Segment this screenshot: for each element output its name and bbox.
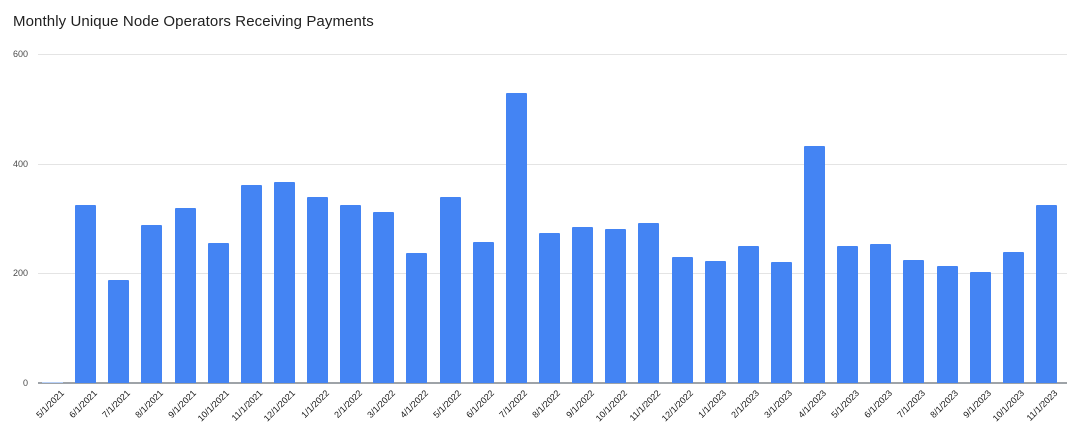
x-axis-tick-label: 7/1/2021: [100, 388, 132, 420]
bar[interactable]: [903, 260, 925, 383]
bar[interactable]: [174, 208, 196, 383]
x-axis-tick-label: 11/1/2021: [229, 388, 265, 423]
x-axis-tick-label: 4/1/2022: [398, 388, 431, 420]
bar[interactable]: [340, 205, 362, 383]
x-axis-tick-label: 12/1/2021: [262, 388, 298, 424]
y-axis-tick-label: 400: [12, 158, 28, 169]
bar[interactable]: [1035, 205, 1057, 383]
bar[interactable]: [572, 227, 594, 383]
y-axis-tick-label: 200: [12, 268, 28, 279]
x-axis-tick-label: 9/1/2021: [166, 388, 199, 420]
chart-title: Monthly Unique Node Operators Receiving …: [13, 13, 374, 30]
x-axis-tick-label: 7/1/2023: [895, 388, 927, 420]
bar[interactable]: [539, 233, 560, 383]
x-axis-line: [38, 382, 1067, 384]
x-axis-tick-label: 1/1/2023: [696, 388, 729, 420]
x-axis-tick-label: 10/1/2021: [195, 388, 232, 424]
bar[interactable]: [870, 244, 892, 383]
bar[interactable]: [1002, 252, 1024, 383]
x-axis-tick-label: 9/1/2023: [961, 388, 994, 420]
x-axis-tick-label: 10/1/2023: [990, 388, 1027, 424]
x-axis-tick-label: 4/1/2023: [795, 388, 828, 420]
x-axis-tick-label: 6/1/2021: [66, 388, 99, 420]
gridline: [38, 54, 1067, 55]
bar[interactable]: [936, 266, 958, 383]
x-axis-tick-label: 3/1/2023: [762, 388, 795, 420]
bar[interactable]: [240, 185, 262, 383]
x-axis-tick-label: 6/1/2022: [464, 388, 497, 420]
bar[interactable]: [108, 280, 130, 383]
x-axis-tick-label: 7/1/2022: [497, 388, 530, 420]
bar[interactable]: [969, 272, 991, 383]
bar[interactable]: [307, 197, 329, 383]
x-axis-tick-label: 8/1/2023: [928, 388, 961, 420]
x-axis-tick-label: 11/1/2022: [627, 388, 662, 423]
x-axis-tick-label: 2/1/2023: [729, 388, 762, 420]
x-axis-tick-label: 8/1/2021: [133, 388, 166, 420]
bar[interactable]: [406, 253, 428, 383]
bar[interactable]: [141, 225, 163, 383]
plot-area: 0 200 400 600 5/1/2021 6/1/2021 7/1/2021 8/1/20…: [13, 50, 1067, 423]
bar[interactable]: [75, 205, 97, 383]
bar[interactable]: [804, 146, 826, 383]
bar[interactable]: [605, 229, 627, 383]
bar[interactable]: [505, 93, 527, 383]
bar[interactable]: [472, 242, 494, 383]
gridline: [38, 163, 1067, 165]
x-axis-tick-label: 12/1/2022: [659, 388, 696, 424]
x-axis-tick-label: 6/1/2023: [862, 388, 894, 420]
x-axis-tick-label: 2/1/2022: [331, 388, 364, 420]
y-axis-tick-label: 0: [22, 378, 28, 388]
bar[interactable]: [273, 182, 295, 383]
x-axis-tick-label: 5/1/2021: [33, 388, 66, 420]
bar[interactable]: [837, 246, 859, 383]
x-axis-tick-label: 1/1/2022: [298, 388, 331, 420]
bar[interactable]: [42, 382, 64, 383]
y-axis-tick-label: 600: [12, 49, 28, 59]
bar[interactable]: [671, 257, 693, 383]
x-axis-tick-label: 5/1/2022: [431, 388, 464, 420]
x-axis-tick-label: 10/1/2022: [593, 388, 629, 424]
x-axis-tick-label: 3/1/2022: [365, 388, 397, 420]
bar[interactable]: [207, 243, 229, 383]
bar[interactable]: [770, 262, 792, 383]
x-axis-tick-label: 9/1/2022: [563, 388, 596, 420]
bar[interactable]: [737, 246, 759, 383]
x-axis-tick-label: 8/1/2022: [530, 388, 563, 420]
bar[interactable]: [704, 261, 726, 383]
x-axis-tick-label: 11/1/2023: [1024, 388, 1060, 423]
bar[interactable]: [439, 197, 461, 383]
x-axis-tick-label: 5/1/2023: [828, 388, 861, 420]
bar[interactable]: [373, 212, 395, 383]
bar[interactable]: [638, 223, 660, 383]
